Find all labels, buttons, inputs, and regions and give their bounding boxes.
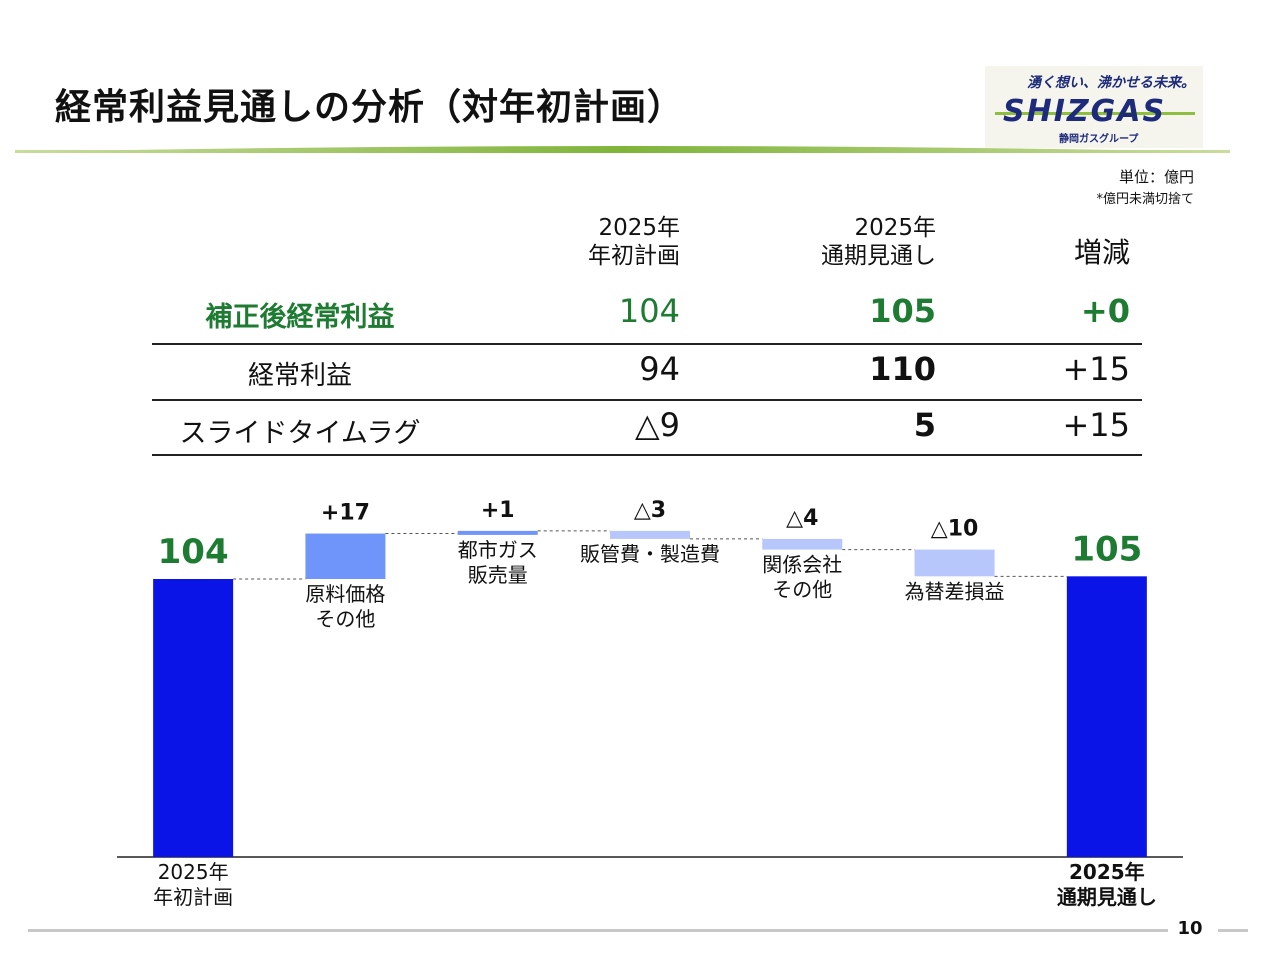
table-divider — [152, 343, 1142, 345]
waterfall-bar — [457, 530, 538, 535]
header-forecast: 2025年 通期見通し — [821, 214, 936, 270]
category-label: 販売量 — [468, 563, 528, 587]
row-label-adjusted-profit: 補正後経常利益 — [205, 302, 395, 333]
category-label: その他 — [315, 607, 375, 631]
unit-label: 単位：億円 — [1118, 168, 1194, 186]
waterfall-bar — [914, 549, 995, 577]
cell-ordinary-change: +15 — [1062, 350, 1130, 388]
title-underline — [15, 146, 1230, 153]
category-label: 関係会社 — [762, 553, 842, 577]
company-logo: 湧く想い、沸かせる未来。 SHIZGAS 静岡ガスグループ — [985, 66, 1203, 148]
footer-line — [1218, 929, 1248, 932]
category-label: 年初計画 — [153, 885, 233, 909]
cell-adjusted-plan: 104 — [618, 292, 680, 330]
logo-tagline: 湧く想い、沸かせる未来。 — [1027, 75, 1195, 91]
waterfall-bar — [1066, 576, 1147, 857]
header-plan-year: 2025年 — [598, 215, 680, 241]
cell-ordinary-forecast: 110 — [869, 350, 936, 388]
table-divider — [152, 399, 1142, 401]
category-label: 2025年 — [1069, 860, 1145, 884]
bar-value-label: △4 — [786, 506, 818, 531]
bar-value-label: +1 — [481, 498, 515, 523]
table-divider — [152, 454, 1142, 456]
page-number: 10 — [1177, 918, 1203, 939]
logo-wordmark: SHIZGAS — [1003, 94, 1167, 129]
header-change: 増減 — [1073, 236, 1130, 269]
cell-lag-forecast: 5 — [913, 406, 936, 444]
header-plan-label: 年初計画 — [588, 243, 680, 269]
page-title: 経常利益見通しの分析（対年初計画） — [55, 87, 685, 128]
bar-value-label: 105 — [1071, 529, 1142, 569]
cell-adjusted-change: +0 — [1080, 292, 1130, 330]
unit-note: *億円未満切捨て — [1096, 192, 1194, 207]
footer-line — [28, 929, 1168, 932]
logo-accent-line — [995, 112, 1195, 115]
header-forecast-year: 2025年 — [854, 215, 936, 241]
cell-lag-change: +15 — [1062, 406, 1130, 444]
header-forecast-label: 通期見通し — [821, 243, 936, 269]
category-label: 通期見通し — [1057, 885, 1157, 909]
cell-adjusted-forecast: 105 — [869, 292, 936, 330]
bar-value-label: △10 — [931, 517, 979, 542]
row-label-ordinary-profit: 経常利益 — [247, 361, 352, 391]
category-label: その他 — [772, 578, 832, 602]
row-label-slide-time-lag: スライドタイムラグ — [179, 418, 421, 449]
header-plan: 2025年 年初計画 — [588, 214, 680, 270]
category-label: 販管費・製造費 — [580, 542, 720, 566]
bar-value-label: 104 — [158, 532, 229, 572]
bar-value-label: +17 — [321, 501, 370, 526]
logo-group-name: 静岡ガスグループ — [1059, 134, 1139, 145]
waterfall-bar — [762, 538, 843, 550]
category-label: 2025年 — [158, 860, 229, 884]
waterfall-bar — [305, 533, 386, 579]
waterfall-bar — [610, 530, 690, 539]
bar-value-label: △3 — [634, 498, 666, 523]
category-label: 原料価格 — [305, 582, 385, 606]
category-label: 都市ガス — [458, 538, 538, 562]
category-label: 為替差損益 — [905, 579, 1005, 603]
cell-ordinary-plan: 94 — [639, 350, 680, 388]
waterfall-bar — [153, 579, 234, 857]
cell-lag-plan: △9 — [635, 406, 680, 444]
